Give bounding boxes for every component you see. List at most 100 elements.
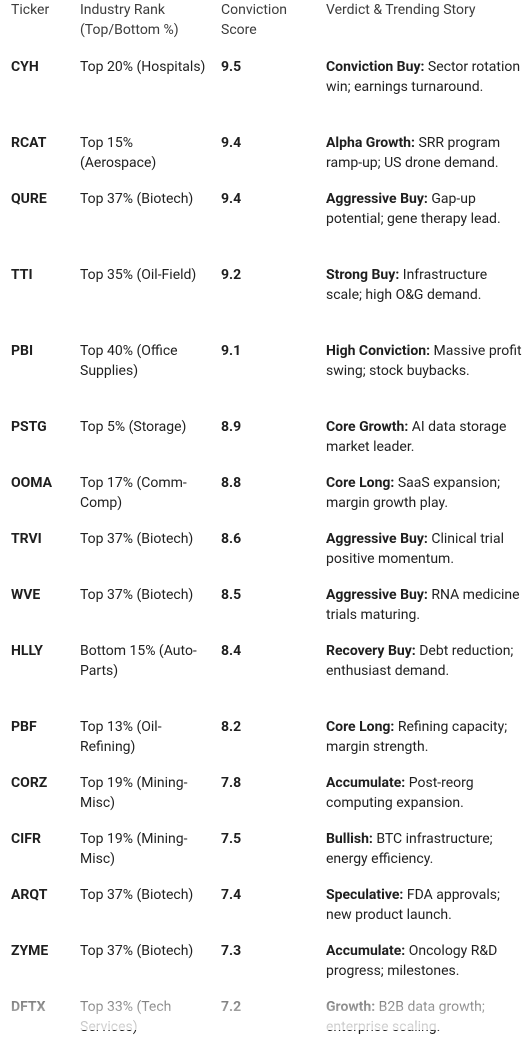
industry-rank: Top 37% (Biotech) <box>80 587 194 603</box>
conviction-score: 7.5 <box>221 831 242 847</box>
conviction-score: 9.4 <box>221 135 242 151</box>
verdict: Core Growth: AI data storage market lead… <box>326 417 522 457</box>
table-row: ZYME Top 37% (Biotech) 7.3 Accumulate: Onco… <box>0 941 529 997</box>
industry-rank: Top 40% (Office Supplies) <box>80 343 178 379</box>
verdict-label: Core Long: <box>326 719 395 735</box>
verdict-label: High Conviction: <box>326 343 431 359</box>
verdict-label: Core Growth: <box>326 419 409 435</box>
verdict: Core Long: Refining capacity; margin str… <box>326 717 522 757</box>
ticker: TTI <box>11 267 33 283</box>
verdict-label: Aggressive Buy: <box>326 191 428 207</box>
verdict: Core Long: SaaS expansion; margin growth… <box>326 473 522 513</box>
table-row: WVE Top 37% (Biotech) 8.5 Aggressive Buy: R… <box>0 585 529 641</box>
conviction-score: 9.2 <box>221 267 242 283</box>
table-row: TTI Top 35% (Oil-Field) 9.2 Strong Buy: Inf… <box>0 265 529 341</box>
verdict-story: Clinical trial positive momentum. <box>326 531 504 567</box>
conviction-score: 7.8 <box>221 775 242 791</box>
industry-rank: Top 37% (Biotech) <box>80 531 194 547</box>
table-row: PSTG Top 5% (Storage) 8.9 Core Growth: AI d… <box>0 417 529 473</box>
verdict-story: SaaS expansion; margin growth play. <box>326 475 501 511</box>
conviction-score: 9.4 <box>221 191 242 207</box>
verdict-story: RNA medicine trials maturing. <box>326 587 520 623</box>
table-row: OOMA Top 17% (Comm-Comp) 8.8 Core Long: Saa… <box>0 473 529 529</box>
verdict-story: Refining capacity; margin strength. <box>326 719 508 755</box>
conviction-score: 7.3 <box>221 943 242 959</box>
verdict-story: Oncology R&D progress; milestones. <box>326 943 498 979</box>
header-row: Ticker Industry Rank (Top/Bottom %) Conv… <box>0 0 529 57</box>
verdict: Speculative: FDA approvals; new product … <box>326 885 522 925</box>
industry-rank: Top 20% (Hospitals) <box>80 59 206 75</box>
ticker: HLLY <box>11 643 43 659</box>
conviction-score: 7.4 <box>221 887 242 903</box>
conviction-score: 8.8 <box>221 475 242 491</box>
ticker: TRVI <box>11 531 42 547</box>
ticker: WVE <box>11 587 41 603</box>
verdict-label: Core Long: <box>326 475 395 491</box>
ticker: CIFR <box>11 831 41 847</box>
ticker: QURE <box>11 191 47 207</box>
verdict-story: AI data storage market leader. <box>326 419 507 455</box>
ticker: CYH <box>11 59 39 75</box>
ticker: OOMA <box>11 475 53 491</box>
verdict: Aggressive Buy: Clinical trial positive … <box>326 529 522 569</box>
ticker: ARQT <box>11 887 48 903</box>
verdict-story: FDA approvals; new product launch. <box>326 887 500 923</box>
verdict-story: Infrastructure scale; high O&G demand. <box>326 267 488 303</box>
ticker: RCAT <box>11 135 47 151</box>
table-row: QURE Top 37% (Biotech) 9.4 Aggressive Buy: … <box>0 189 529 265</box>
verdict: Aggressive Buy: RNA medicine trials matu… <box>326 585 522 625</box>
verdict: Bullish: BTC infrastructure; energy effi… <box>326 829 522 869</box>
ticker: PSTG <box>11 419 47 435</box>
industry-rank: Top 37% (Biotech) <box>80 887 194 903</box>
industry-rank: Top 13% (Oil-Refining) <box>80 719 162 755</box>
industry-rank: Top 17% (Comm-Comp) <box>80 475 187 511</box>
verdict-story: BTC infrastructure; energy efficiency. <box>326 831 493 867</box>
verdict: Recovery Buy: Debt reduction; enthusiast… <box>326 641 522 681</box>
conviction-score: 8.6 <box>221 531 242 547</box>
conviction-score: 8.5 <box>221 587 242 603</box>
verdict: Accumulate: Post-reorg computing expansi… <box>326 773 522 813</box>
conviction-score: 9.5 <box>221 59 242 75</box>
table-row: ARQT Top 37% (Biotech) 7.4 Speculative: FDA… <box>0 885 529 941</box>
industry-rank: Top 19% (Mining-Misc) <box>80 775 188 811</box>
verdict: Aggressive Buy: Gap-up potential; gene t… <box>326 189 522 229</box>
table-row: CIFR Top 19% (Mining-Misc) 7.5 Bullish: BTC… <box>0 829 529 885</box>
industry-rank: Bottom 15% (Auto-Parts) <box>80 643 197 679</box>
verdict-label: Bullish: <box>326 831 373 847</box>
verdict-label: Accumulate: <box>326 775 406 791</box>
verdict-label: Accumulate: <box>326 943 406 959</box>
verdict-story: SRR program ramp-up; US drone demand. <box>326 135 501 171</box>
conviction-score: 9.1 <box>221 343 242 359</box>
header-cell: Verdict & Trending Story <box>326 2 476 18</box>
header-cell: Conviction Score <box>221 2 288 38</box>
industry-rank: Top 5% (Storage) <box>80 419 187 435</box>
verdict: Alpha Growth: SRR program ramp-up; US dr… <box>326 133 522 173</box>
conviction-score: 8.4 <box>221 643 242 659</box>
table-row: DFTX Top 33% (Tech Services) 7.2 Growth: B2… <box>0 997 529 1053</box>
verdict: Conviction Buy: Sector rotation win; ear… <box>326 57 522 97</box>
verdict-label: Aggressive Buy: <box>326 587 428 603</box>
table-row: PBF Top 13% (Oil-Refining) 8.2 Core Long: R… <box>0 717 529 773</box>
ticker: PBF <box>11 719 37 735</box>
ticker: CORZ <box>11 775 48 791</box>
verdict-story: Debt reduction; enthusiast demand. <box>326 643 514 679</box>
industry-rank: Top 33% (Tech Services) <box>80 999 172 1035</box>
ticker: ZYME <box>11 943 49 959</box>
table-row: PBI Top 40% (Office Supplies) 9.1 High Conv… <box>0 341 529 417</box>
industry-rank: Top 37% (Biotech) <box>80 191 194 207</box>
conviction-score: 8.9 <box>221 419 242 435</box>
verdict-label: Aggressive Buy: <box>326 531 428 547</box>
industry-rank: Top 35% (Oil-Field) <box>80 267 197 283</box>
table-row: RCAT Top 15% (Aerospace) 9.4 Alpha Growth: … <box>0 133 529 189</box>
industry-rank: Top 15% (Aerospace) <box>80 135 157 171</box>
header-cell: Industry Rank (Top/Bottom %) <box>80 2 179 38</box>
ticker: PBI <box>11 343 34 359</box>
verdict-story: Post-reorg computing expansion. <box>326 775 474 811</box>
industry-rank: Top 37% (Biotech) <box>80 943 194 959</box>
verdict-label: Recovery Buy: <box>326 643 416 659</box>
verdict: High Conviction: Massive profit swing; s… <box>326 341 522 381</box>
verdict-label: Strong Buy: <box>326 267 400 283</box>
verdict: Strong Buy: Infrastructure scale; high O… <box>326 265 522 305</box>
